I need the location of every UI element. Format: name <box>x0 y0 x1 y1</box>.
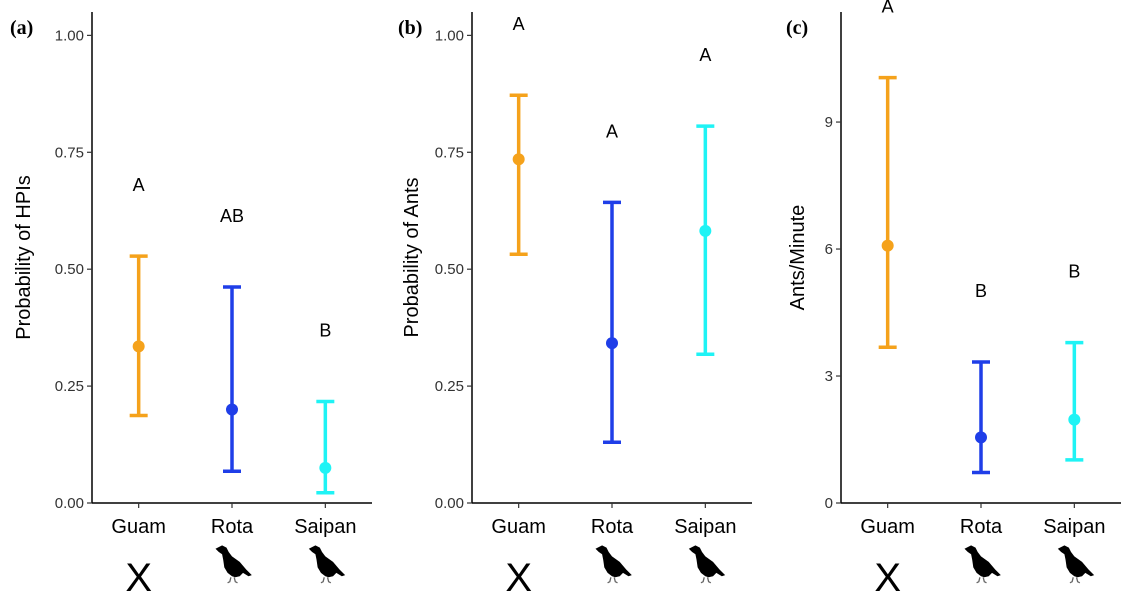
bird-silhouette-icon <box>688 544 726 584</box>
significance-letter: AB <box>220 206 244 226</box>
category-label-saipan: Saipan <box>294 516 356 538</box>
y-tick-label: 0.25 <box>55 378 84 395</box>
y-tick-label: 9 <box>825 114 833 131</box>
panel-c: (c) 0 3 6 9 Ants/Minute Guam A X Rota B Saipan B <box>786 0 1121 597</box>
y-tick-label: 0.50 <box>435 261 464 278</box>
y-axis-title: Probability of Ants <box>401 177 423 337</box>
y-tick-label: 0.75 <box>55 144 84 161</box>
data-point-rota <box>606 337 618 350</box>
y-tick-label: 0.50 <box>55 261 84 278</box>
x-mark-icon: X <box>874 556 901 597</box>
y-tick-label: 3 <box>825 368 833 385</box>
bird-silhouette-icon <box>214 544 253 584</box>
category-label-guam: Guam <box>111 516 165 538</box>
category-label-rota: Rota <box>211 516 254 538</box>
category-label-rota: Rota <box>591 516 634 538</box>
x-mark-icon: X <box>125 556 152 597</box>
significance-letter: B <box>1068 262 1080 282</box>
data-point-guam <box>881 239 894 252</box>
y-tick-label: 0 <box>825 495 833 512</box>
significance-letter: B <box>319 321 331 341</box>
category-label-guam: Guam <box>860 516 914 538</box>
panel-a: (a) 0.00 0.25 0.50 0.75 1.00 Probability of HP… <box>10 12 372 597</box>
category-label-saipan: Saipan <box>674 516 736 538</box>
data-point-saipan <box>319 461 332 474</box>
y-tick-label: 1.00 <box>55 27 84 44</box>
panel-tag: (b) <box>398 17 422 39</box>
y-tick-label: 0.00 <box>435 495 464 512</box>
category-label-guam: Guam <box>491 516 545 538</box>
data-point-saipan <box>1068 413 1081 426</box>
significance-letter: A <box>606 121 618 141</box>
data-point-saipan <box>699 224 712 237</box>
category-label-rota: Rota <box>960 516 1003 538</box>
y-axis-title: Probability of HPIs <box>13 175 35 340</box>
y-tick-label: 0.25 <box>435 378 464 395</box>
bird-silhouette-icon <box>963 544 1002 584</box>
significance-letter: A <box>133 175 145 195</box>
significance-letter: A <box>513 14 525 34</box>
data-point-rota <box>226 403 238 416</box>
y-tick-label: 0.75 <box>435 144 464 161</box>
significance-letter: A <box>882 0 894 17</box>
significance-letter: B <box>975 281 987 301</box>
bird-silhouette-icon <box>594 544 633 584</box>
bird-silhouette-icon <box>1057 544 1095 584</box>
panel-tag: (a) <box>10 17 33 39</box>
data-point-guam <box>132 340 145 353</box>
data-point-rota <box>975 431 987 444</box>
y-axis-title: Ants/Minute <box>787 205 809 311</box>
x-mark-icon: X <box>505 556 532 597</box>
bird-silhouette-icon <box>308 544 346 584</box>
y-tick-label: 0.00 <box>55 495 84 512</box>
panel-b: (b) 0.00 0.25 0.50 0.75 1.00 Probability of An… <box>398 12 752 597</box>
panel-tag: (c) <box>786 17 808 39</box>
category-label-saipan: Saipan <box>1043 516 1105 538</box>
y-tick-label: 1.00 <box>435 27 464 44</box>
y-tick-label: 6 <box>825 241 833 258</box>
significance-letter: A <box>699 45 711 65</box>
data-point-guam <box>512 153 525 166</box>
